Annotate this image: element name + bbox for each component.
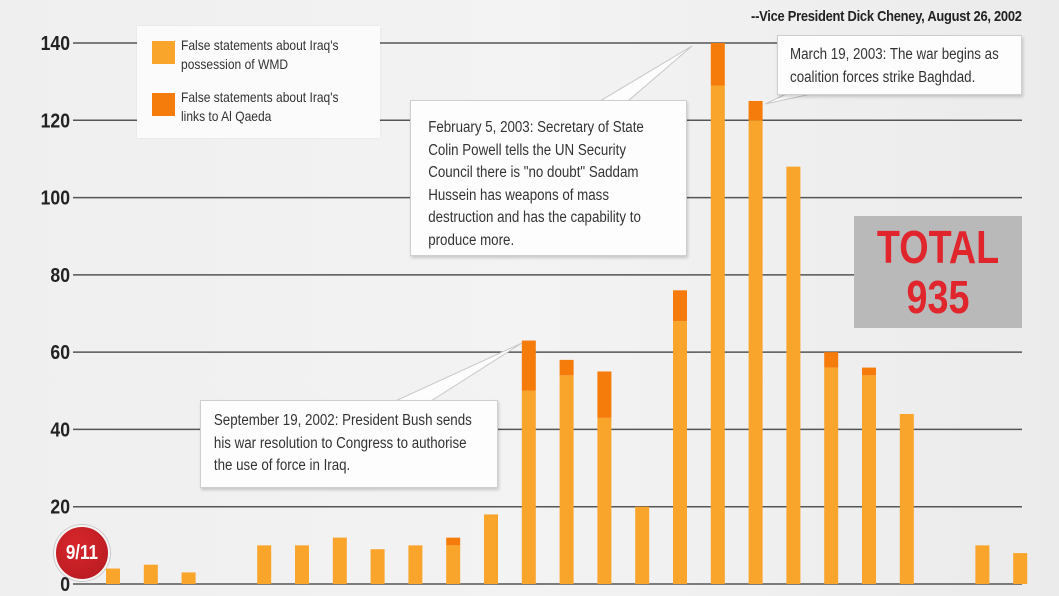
bar-wmd: [597, 417, 612, 584]
total-label: TOTAL: [876, 221, 1000, 273]
legend-item-al-qaeda: False statements about Iraq's links to A…: [152, 88, 391, 126]
bar-wmd: [559, 375, 574, 584]
bar-wmd: [295, 545, 309, 584]
y-tick-label: 20: [50, 496, 70, 518]
bar-wmd: [484, 514, 498, 584]
bar-al-qaeda: [446, 537, 461, 546]
legend: False statements about Iraq's possession…: [137, 26, 380, 138]
bar-wmd: [862, 375, 876, 584]
legend-label-al-qaeda: False statements about Iraq's links to A…: [181, 89, 339, 124]
y-tick-label: 140: [41, 32, 70, 54]
y-tick-label: 80: [50, 264, 70, 286]
callout-feb-2003-text: February 5, 2003: Secretary of State Col…: [428, 119, 644, 249]
y-tick-label: 100: [41, 187, 70, 209]
bar-wmd: [408, 545, 423, 584]
y-tick-label: 0: [60, 573, 70, 595]
total-value: 935: [906, 271, 970, 323]
bar-wmd: [635, 506, 650, 584]
callout-sept-2002: September 19, 2002: President Bush sends…: [200, 400, 498, 488]
bar-al-qaeda: [597, 371, 612, 418]
bar-wmd: [521, 390, 536, 584]
badge-911: 9/11: [54, 525, 110, 581]
legend-label-wmd: False statements about Iraq's possession…: [181, 37, 339, 72]
legend-swatch-wmd: [152, 41, 175, 64]
bar-al-qaeda: [559, 359, 574, 376]
bar-al-qaeda: [673, 290, 687, 322]
bar-wmd: [332, 537, 347, 584]
bar-al-qaeda: [710, 43, 725, 86]
bar-wmd: [143, 564, 158, 584]
callout-mar-2003: March 19, 2003: The war begins as coalit…: [777, 35, 1022, 95]
bar-wmd: [257, 545, 272, 584]
callout-sept-2002-text: September 19, 2002: President Bush sends…: [213, 412, 472, 474]
y-tick-label: 120: [41, 109, 70, 131]
bar-wmd: [181, 572, 196, 584]
bars: [106, 43, 1028, 585]
callout-feb-2003: February 5, 2003: Secretary of State Col…: [410, 100, 687, 256]
bar-wmd: [1013, 553, 1028, 584]
bar-wmd: [710, 85, 725, 584]
legend-swatch-al-qaeda: [152, 93, 175, 116]
bar-wmd: [786, 166, 801, 584]
callout-mar-2003-text: March 19, 2003: The war begins as coalit…: [790, 46, 999, 86]
bar-wmd: [824, 367, 839, 584]
y-tick-label: 60: [50, 341, 70, 363]
bar-wmd: [673, 321, 687, 584]
y-axis-ticks: 0 20 40 60 80 100 120 140: [41, 32, 70, 595]
bar-al-qaeda: [862, 367, 876, 376]
bar-wmd: [748, 120, 763, 585]
bar-al-qaeda: [521, 340, 536, 391]
quote-attribution: --Vice President Dick Cheney, August 26,…: [751, 8, 1022, 25]
total-box: TOTAL 935: [854, 216, 1022, 328]
legend-item-wmd: False statements about Iraq's possession…: [152, 36, 391, 74]
y-tick-label: 40: [50, 418, 70, 440]
bar-al-qaeda: [748, 100, 763, 121]
badge-911-label: 9/11: [65, 542, 99, 564]
bar-wmd: [899, 413, 914, 584]
bar-wmd: [446, 545, 461, 584]
bar-wmd: [370, 549, 385, 584]
bar-wmd: [975, 545, 990, 584]
bar-wmd: [106, 568, 120, 584]
bar-al-qaeda: [824, 352, 839, 368]
